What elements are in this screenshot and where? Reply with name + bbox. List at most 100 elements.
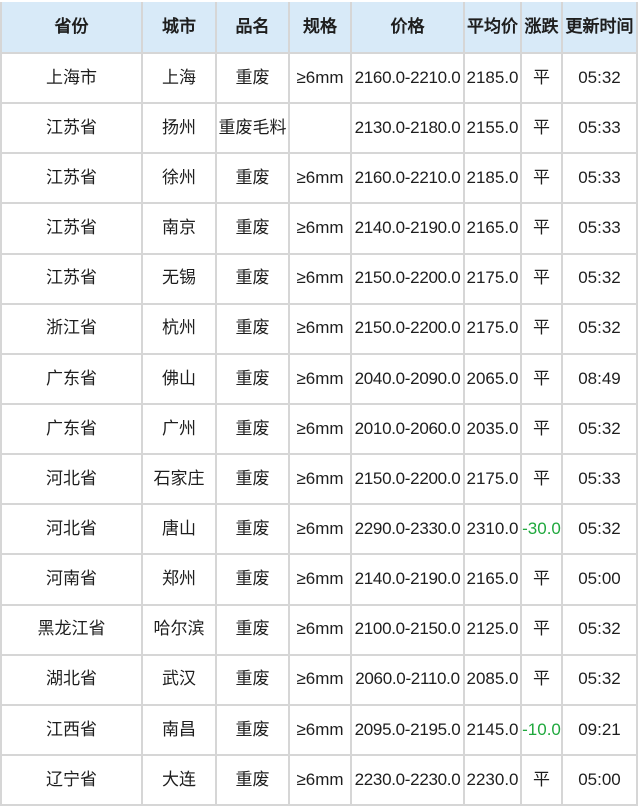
header-province: 省份	[2, 2, 143, 52]
cell-spec: ≥6mm	[290, 304, 352, 353]
cell-city: 唐山	[143, 505, 217, 554]
cell-product: 重废毛料	[217, 104, 290, 153]
table-row: 河北省 石家庄 重废 ≥6mm 2150.0-2200.0 2175.0 平 0…	[0, 455, 638, 506]
cell-update-time: 05:33	[563, 204, 638, 253]
cell-change: 平	[522, 354, 563, 403]
cell-average-price: 2065.0	[465, 354, 522, 403]
cell-province: 湖北省	[2, 655, 143, 704]
cell-change: 平	[522, 104, 563, 153]
table-row: 河南省 郑州 重废 ≥6mm 2140.0-2190.0 2165.0 平 05…	[0, 555, 638, 606]
cell-product: 重废	[217, 555, 290, 604]
cell-product: 重废	[217, 254, 290, 303]
cell-product: 重废	[217, 705, 290, 754]
cell-province: 浙江省	[2, 304, 143, 353]
cell-update-time: 05:00	[563, 755, 638, 805]
table-row: 上海市 上海 重废 ≥6mm 2160.0-2210.0 2185.0 平 05…	[0, 54, 638, 105]
cell-spec: ≥6mm	[290, 705, 352, 754]
cell-spec: ≥6mm	[290, 605, 352, 654]
table-row: 江苏省 南京 重废 ≥6mm 2140.0-2190.0 2165.0 平 05…	[0, 204, 638, 255]
cell-province: 江苏省	[2, 104, 143, 153]
cell-spec: ≥6mm	[290, 204, 352, 253]
cell-province: 辽宁省	[2, 755, 143, 805]
cell-price-range: 2160.0-2210.0	[352, 154, 465, 203]
cell-product: 重废	[217, 755, 290, 805]
cell-update-time: 09:21	[563, 705, 638, 754]
cell-city: 郑州	[143, 555, 217, 604]
cell-spec: ≥6mm	[290, 54, 352, 103]
cell-spec	[290, 104, 352, 153]
cell-product: 重废	[217, 505, 290, 554]
cell-average-price: 2185.0	[465, 154, 522, 203]
cell-price-range: 2160.0-2210.0	[352, 54, 465, 103]
cell-change: 平	[522, 404, 563, 454]
cell-update-time: 05:33	[563, 104, 638, 153]
cell-price-range: 2095.0-2195.0	[352, 705, 465, 754]
cell-price-range: 2290.0-2330.0	[352, 505, 465, 554]
cell-city: 上海	[143, 54, 217, 103]
cell-average-price: 2035.0	[465, 404, 522, 454]
cell-spec: ≥6mm	[290, 254, 352, 303]
cell-update-time: 05:33	[563, 455, 638, 504]
table-row: 广东省 佛山 重废 ≥6mm 2040.0-2090.0 2065.0 平 08…	[0, 354, 638, 405]
cell-average-price: 2230.0	[465, 755, 522, 805]
cell-price-range: 2040.0-2090.0	[352, 354, 465, 403]
cell-change: 平	[522, 455, 563, 504]
cell-price-range: 2150.0-2200.0	[352, 254, 465, 303]
cell-province: 广东省	[2, 404, 143, 454]
cell-province: 广东省	[2, 354, 143, 403]
cell-price-range: 2140.0-2190.0	[352, 555, 465, 604]
table-row: 江苏省 无锡 重废 ≥6mm 2150.0-2200.0 2175.0 平 05…	[0, 254, 638, 305]
header-average-price: 平均价	[465, 2, 522, 52]
cell-product: 重废	[217, 655, 290, 704]
cell-average-price: 2175.0	[465, 304, 522, 353]
cell-price-range: 2130.0-2180.0	[352, 104, 465, 153]
cell-price-range: 2150.0-2200.0	[352, 455, 465, 504]
header-change: 涨跌	[522, 2, 563, 52]
cell-product: 重废	[217, 54, 290, 103]
cell-change: 平	[522, 605, 563, 654]
header-city: 城市	[143, 2, 217, 52]
cell-spec: ≥6mm	[290, 755, 352, 805]
cell-change: 平	[522, 304, 563, 353]
cell-spec: ≥6mm	[290, 555, 352, 604]
cell-province: 上海市	[2, 54, 143, 103]
cell-average-price: 2185.0	[465, 54, 522, 103]
table-row: 江苏省 徐州 重废 ≥6mm 2160.0-2210.0 2185.0 平 05…	[0, 154, 638, 205]
cell-spec: ≥6mm	[290, 505, 352, 554]
cell-city: 广州	[143, 404, 217, 454]
cell-product: 重废	[217, 404, 290, 454]
header-product: 品名	[217, 2, 290, 52]
cell-province: 河北省	[2, 505, 143, 554]
cell-province: 江西省	[2, 705, 143, 754]
cell-city: 大连	[143, 755, 217, 805]
cell-update-time: 05:32	[563, 655, 638, 704]
cell-product: 重废	[217, 304, 290, 353]
cell-city: 杭州	[143, 304, 217, 353]
cell-spec: ≥6mm	[290, 154, 352, 203]
cell-province: 黑龙江省	[2, 605, 143, 654]
cell-change: 平	[522, 154, 563, 203]
table-row: 江苏省 扬州 重废毛料 2130.0-2180.0 2155.0 平 05:33	[0, 104, 638, 155]
header-spec: 规格	[290, 2, 352, 52]
cell-average-price: 2310.0	[465, 505, 522, 554]
cell-province: 江苏省	[2, 154, 143, 203]
cell-change: 平	[522, 254, 563, 303]
cell-change: 平	[522, 655, 563, 704]
cell-update-time: 05:32	[563, 404, 638, 454]
cell-spec: ≥6mm	[290, 655, 352, 704]
cell-update-time: 05:32	[563, 605, 638, 654]
header-price: 价格	[352, 2, 465, 52]
cell-update-time: 08:49	[563, 354, 638, 403]
table-row: 江西省 南昌 重废 ≥6mm 2095.0-2195.0 2145.0 -10.…	[0, 705, 638, 756]
cell-city: 无锡	[143, 254, 217, 303]
cell-average-price: 2165.0	[465, 555, 522, 604]
cell-price-range: 2100.0-2150.0	[352, 605, 465, 654]
cell-change: 平	[522, 755, 563, 805]
cell-average-price: 2125.0	[465, 605, 522, 654]
cell-average-price: 2145.0	[465, 705, 522, 754]
cell-price-range: 2010.0-2060.0	[352, 404, 465, 454]
table-row: 湖北省 武汉 重废 ≥6mm 2060.0-2110.0 2085.0 平 05…	[0, 655, 638, 706]
cell-update-time: 05:32	[563, 254, 638, 303]
cell-price-range: 2140.0-2190.0	[352, 204, 465, 253]
